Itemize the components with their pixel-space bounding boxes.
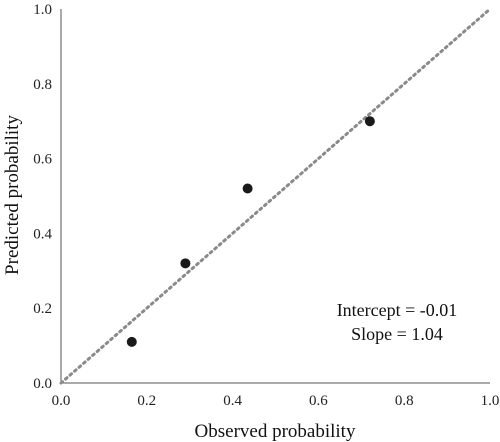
y-tick-label: 0.2 [33,301,52,317]
x-tick-label: 0.0 [52,393,71,409]
data-point [242,183,253,194]
intercept-annotation: Intercept = -0.01 [337,300,458,320]
x-tick-labels: 0.0 0.2 0.4 0.6 0.8 1.0 [52,393,500,409]
data-point [180,258,191,269]
slope-annotation: Slope = 1.04 [351,324,443,344]
x-tick-label: 0.4 [223,393,242,409]
data-points [126,116,375,347]
reference-diagonal-line [59,7,492,385]
y-tick-labels: 0.0 0.2 0.4 0.6 0.8 1.0 [33,2,52,392]
y-axis-title: Predicted probability [2,115,23,275]
x-tick-label: 0.8 [395,393,414,409]
y-tick-label: 0.6 [33,152,52,168]
axes [60,9,490,384]
x-tick-label: 0.6 [309,393,328,409]
x-tick-label: 0.2 [137,393,156,409]
data-point [364,116,375,127]
y-tick-label: 0.4 [33,226,52,242]
x-axis-title: Observed probability [195,421,356,442]
data-point [126,336,137,347]
x-tick-label: 1.0 [481,393,500,409]
y-tick-label: 1.0 [33,2,52,18]
y-tick-label: 0.8 [33,77,52,93]
y-tick-label: 0.0 [33,376,52,392]
